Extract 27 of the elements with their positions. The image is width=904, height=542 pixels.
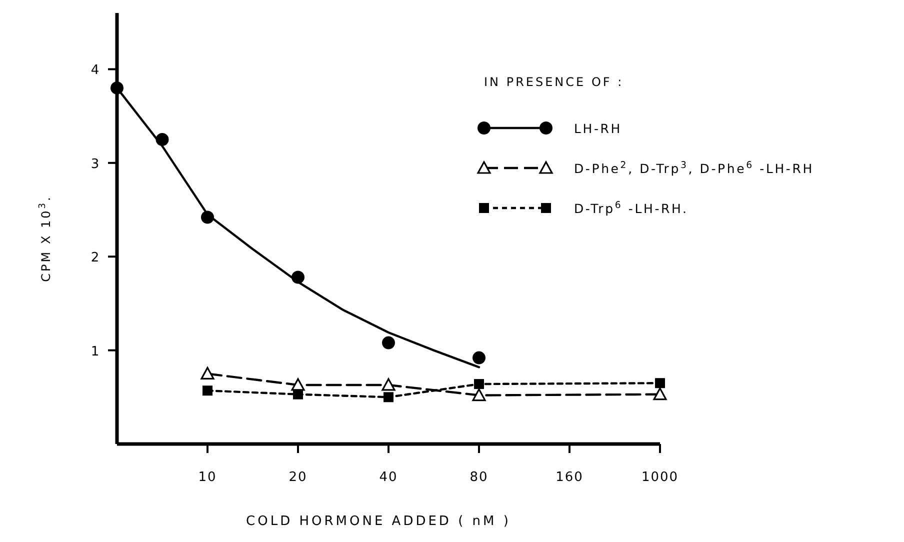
x-axis-title: COLD HORMONE ADDED ( nM ) [246,514,511,529]
point [382,336,395,350]
legend-label: D-Trp$^{6}$ -LH-RH. [574,200,688,216]
x-tick-label: 20 [288,470,308,485]
x-tick-label: 80 [470,470,488,485]
legend-label: D-Phe$^{2}$, D-Trp$^{3}$, D-Phe$^{6}$ -LH-RH [574,160,814,176]
y-tick-label: 1 [90,344,100,360]
legend-title: IN PRESENCE OF : [484,75,624,89]
point [202,386,212,396]
point [472,388,486,402]
x-tick-label: 10 [198,470,217,485]
y-tick-label: 3 [90,156,100,172]
x-tick-label: 40 [379,470,398,485]
y-tick-label: 4 [90,63,100,78]
point [291,378,305,391]
point [655,378,665,388]
point [382,378,396,391]
x-tick-label: 160 [556,470,584,485]
y-tick-label: 2 [90,250,100,266]
x-tick-label: 1000 [641,470,679,485]
point [384,392,394,402]
point [474,379,484,390]
point [200,366,214,380]
point [293,389,303,400]
point [653,388,667,400]
point [472,351,486,364]
legend-label: LH-RH [574,121,622,136]
